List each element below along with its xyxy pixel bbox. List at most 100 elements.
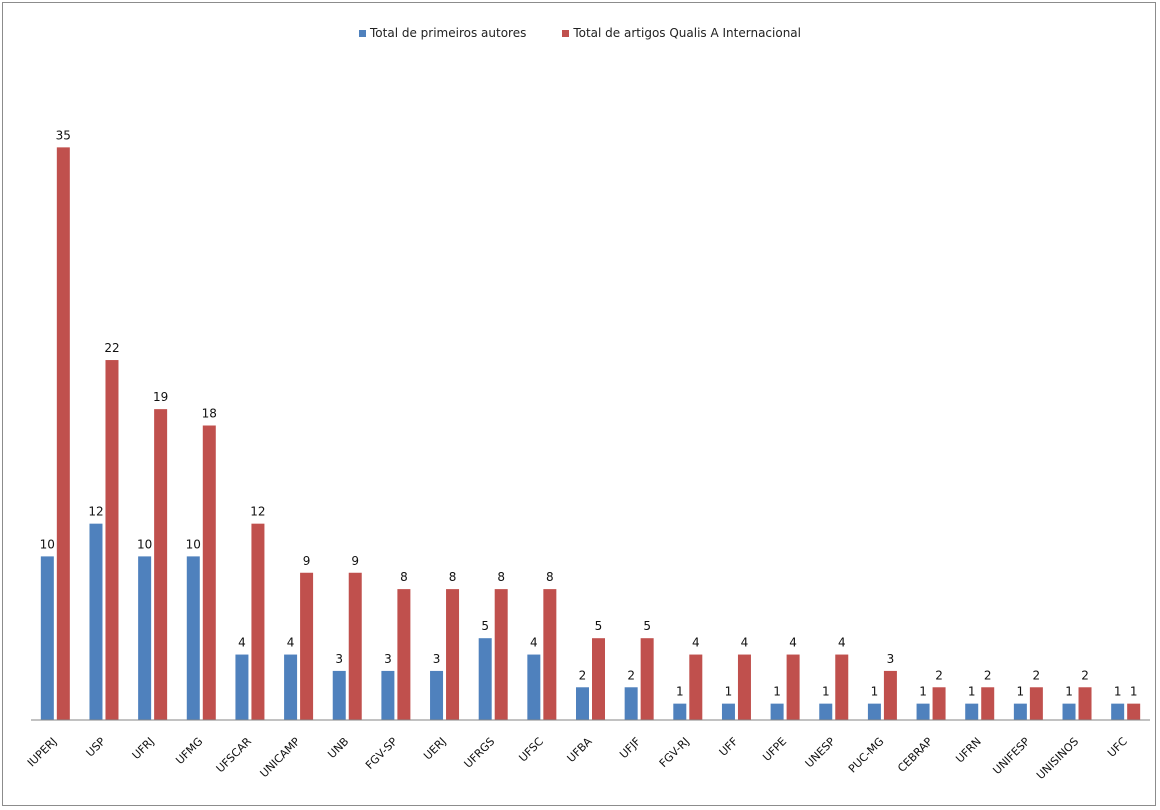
category-label-ufc: UFC — [1105, 735, 1130, 760]
category-label-fgv-rj: FGV-RJ — [657, 735, 692, 770]
bar-qualis-a-puc-mg — [883, 670, 897, 720]
data-label-qualis-a-usp: 22 — [104, 341, 119, 355]
legend-swatch-blue — [359, 29, 366, 37]
category-label-ufpe: UFPE — [760, 735, 789, 764]
data-label-primeiros-autores-uerj: 3 — [433, 652, 441, 666]
category-label-ufscar: UFSCAR — [214, 735, 255, 776]
bar-qualis-a-ufrn — [981, 687, 995, 720]
bar-qualis-a-usp — [105, 360, 119, 720]
bar-qualis-a-ufpe — [786, 654, 800, 720]
bar-primeiros-autores-fgv-sp — [381, 670, 395, 720]
bar-primeiros-autores-usp — [89, 523, 103, 720]
data-label-qualis-a-ufmg: 18 — [202, 407, 217, 421]
category-label-ufsc: UFSC — [516, 735, 546, 765]
data-label-qualis-a-ufpe: 4 — [789, 636, 797, 650]
category-label-ufmg: UFMG — [173, 735, 205, 767]
data-label-qualis-a-unesp: 4 — [838, 636, 846, 650]
bar-qualis-a-ufmg — [202, 425, 216, 720]
data-label-primeiros-autores-ufba: 2 — [579, 668, 587, 682]
bar-primeiros-autores-ufrgs — [478, 638, 492, 720]
data-label-qualis-a-ufsc: 8 — [546, 570, 554, 584]
bar-primeiros-autores-unisinos — [1062, 703, 1076, 720]
bar-primeiros-autores-unesp — [819, 703, 833, 720]
data-label-qualis-a-ufc: 1 — [1130, 685, 1138, 699]
bar-primeiros-autores-ufjf — [624, 687, 638, 720]
bar-qualis-a-uerj — [446, 589, 460, 720]
data-label-qualis-a-fgv-sp: 8 — [400, 570, 408, 584]
data-label-qualis-a-cebrap: 2 — [935, 668, 943, 682]
data-label-primeiros-autores-iuperj: 10 — [40, 537, 55, 551]
bar-qualis-a-uff — [737, 654, 751, 720]
data-label-qualis-a-ufscar: 12 — [250, 505, 265, 519]
bar-primeiros-autores-uerj — [430, 670, 444, 720]
data-label-qualis-a-iuperj: 35 — [56, 128, 71, 142]
bar-primeiros-autores-ufba — [576, 687, 589, 720]
bar-primeiros-autores-iuperj — [40, 556, 54, 720]
data-label-primeiros-autores-puc-mg: 1 — [871, 685, 879, 699]
category-label-unesp: UNESP — [803, 735, 839, 771]
category-label-fgv-sp: FGV-SP — [363, 735, 400, 772]
bar-primeiros-autores-ufc — [1111, 703, 1125, 720]
category-label-ufba: UFBA — [565, 735, 595, 765]
data-label-primeiros-autores-fgv-sp: 3 — [384, 652, 392, 666]
bar-qualis-a-ufsc — [543, 589, 557, 720]
bar-qualis-a-ufjf — [640, 638, 654, 720]
data-label-primeiros-autores-ufjf: 2 — [627, 668, 635, 682]
data-label-primeiros-autores-ufrn: 1 — [968, 685, 976, 699]
bar-primeiros-autores-ufrn — [965, 703, 979, 720]
bar-qualis-a-iuperj — [56, 147, 70, 721]
bar-qualis-a-unifesp — [1029, 687, 1043, 720]
bar-primeiros-autores-uff — [721, 703, 735, 720]
data-label-qualis-a-ufba: 5 — [595, 619, 603, 633]
legend-item-primeiros-autores: Total de primeiros autores — [359, 26, 526, 40]
data-label-qualis-a-ufrgs: 8 — [497, 570, 505, 584]
category-label-cebrap: CEBRAP — [895, 735, 935, 775]
bar-primeiros-autores-ufpe — [770, 703, 784, 720]
bar-qualis-a-ufrj — [154, 409, 168, 720]
data-label-primeiros-autores-uff: 1 — [725, 685, 733, 699]
data-label-qualis-a-uerj: 8 — [449, 570, 457, 584]
data-label-primeiros-autores-unisinos: 1 — [1065, 685, 1073, 699]
data-label-primeiros-autores-unb: 3 — [335, 652, 343, 666]
category-label-unb: UNB — [325, 735, 351, 761]
data-label-primeiros-autores-ufsc: 4 — [530, 636, 538, 650]
data-label-qualis-a-unicamp: 9 — [303, 554, 311, 568]
data-label-primeiros-autores-ufrj: 10 — [137, 537, 152, 551]
bar-primeiros-autores-ufmg — [186, 556, 200, 720]
category-label-usp: USP — [84, 735, 109, 760]
bar-qualis-a-ufrgs — [494, 589, 508, 720]
bar-qualis-a-unisinos — [1078, 687, 1092, 720]
data-label-qualis-a-unifesp: 2 — [1033, 668, 1041, 682]
legend-label-primeiros-autores: Total de primeiros autores — [370, 26, 527, 40]
bar-qualis-a-unb — [348, 572, 362, 720]
legend: Total de primeiros autores Total de arti… — [0, 26, 1160, 40]
bar-qualis-a-cebrap — [932, 687, 946, 720]
data-label-primeiros-autores-unifesp: 1 — [1017, 685, 1025, 699]
bar-primeiros-autores-unicamp — [284, 654, 298, 720]
category-label-iuperj: IUPERJ — [25, 735, 59, 769]
category-label-ufrj: UFRJ — [130, 735, 157, 762]
category-label-ufjf: UFJF — [617, 735, 643, 761]
data-label-qualis-a-unisinos: 2 — [1081, 668, 1089, 682]
bar-primeiros-autores-ufsc — [527, 654, 541, 720]
data-label-qualis-a-fgv-rj: 4 — [692, 636, 700, 650]
data-label-primeiros-autores-unicamp: 4 — [287, 636, 295, 650]
bar-primeiros-autores-unifesp — [1013, 703, 1027, 720]
data-label-primeiros-autores-usp: 12 — [88, 505, 103, 519]
data-label-primeiros-autores-ufmg: 10 — [186, 537, 201, 551]
data-label-primeiros-autores-ufscar: 4 — [238, 636, 246, 650]
bar-qualis-a-ufscar — [251, 523, 265, 720]
bar-primeiros-autores-unb — [332, 670, 346, 720]
category-label-uff: UFF — [717, 735, 741, 759]
category-label-ufrgs: UFRGS — [462, 735, 498, 771]
bar-qualis-a-unesp — [835, 654, 849, 720]
bar-qualis-a-fgv-rj — [689, 654, 703, 720]
data-label-qualis-a-ufrn: 2 — [984, 668, 992, 682]
data-label-primeiros-autores-ufrgs: 5 — [481, 619, 489, 633]
bar-primeiros-autores-fgv-rj — [673, 703, 687, 720]
category-label-puc-mg: PUC-MG — [846, 735, 887, 776]
bar-primeiros-autores-ufscar — [235, 654, 249, 720]
category-label-unicamp: UNICAMP — [258, 735, 303, 780]
data-label-primeiros-autores-fgv-rj: 1 — [676, 685, 684, 699]
